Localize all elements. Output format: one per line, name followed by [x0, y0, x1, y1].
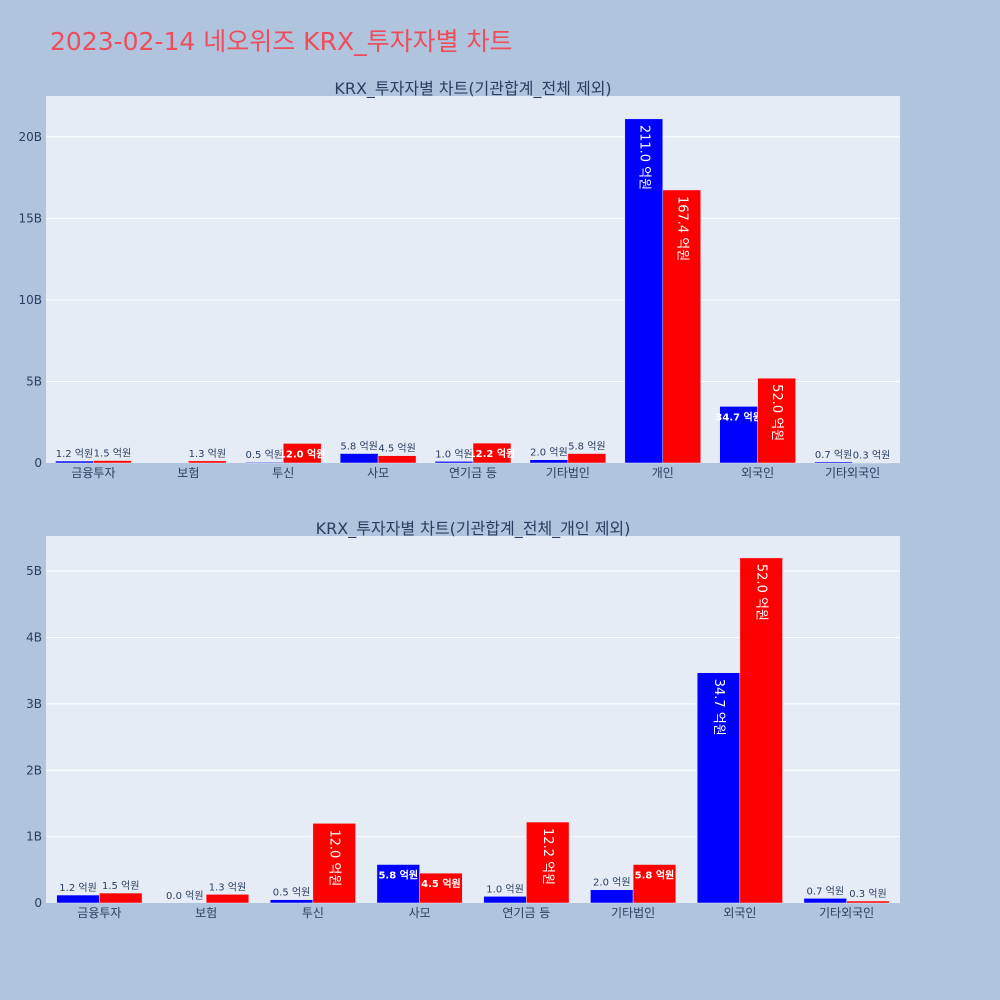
- bar: [339, 453, 379, 464]
- x-tick-label: 연기금 등: [502, 906, 550, 920]
- y-tick-label: 20B: [18, 130, 42, 144]
- x-tick-label: 보험: [195, 906, 217, 920]
- y-tick-label: 1B: [26, 830, 42, 844]
- bar: [376, 864, 420, 904]
- y-tick-label: 0: [34, 896, 42, 910]
- data-label: 0.3 억원: [853, 450, 890, 462]
- y-tick-label: 3B: [26, 697, 42, 711]
- bar: [757, 377, 796, 464]
- data-label: 0.0 억원: [166, 890, 203, 902]
- bar: [632, 864, 677, 904]
- data-label: 1.0 억원: [435, 448, 472, 460]
- x-tick-label: 기타법인: [546, 466, 590, 480]
- data-label: 167.4 억원: [674, 196, 689, 261]
- bar: [55, 460, 94, 464]
- bar: [93, 460, 132, 464]
- data-label: 1.0 억원: [486, 883, 523, 895]
- x-tick-label: 개인: [652, 466, 674, 480]
- x-tick-label: 기타법인: [611, 906, 655, 920]
- bar: [483, 896, 527, 904]
- y-tick-label: 5B: [26, 564, 42, 578]
- data-label: 1.3 억원: [209, 881, 246, 893]
- bar: [662, 189, 701, 464]
- data-label: 34.7 억원: [715, 410, 762, 423]
- bar: [846, 900, 890, 904]
- x-tick-label: 금융투자: [71, 466, 115, 480]
- bar: [188, 460, 227, 464]
- x-tick-label: 금융투자: [77, 906, 121, 920]
- bar: [696, 672, 741, 904]
- x-tick-label: 투신: [302, 906, 324, 920]
- y-tick-label: 2B: [26, 763, 42, 777]
- y-tick-label: 4B: [26, 631, 42, 645]
- bar: [590, 889, 634, 904]
- page-title: 2023-02-14 네오위즈 KRX_투자자별 차트: [50, 27, 513, 56]
- data-label: 0.3 억원: [849, 888, 886, 900]
- data-label: 0.5 억원: [273, 887, 310, 899]
- chart-1: 0 5B 10B 15B 20B KRX_투자자별 차트(기관합계_전체 제외) 금융투자 1…: [18, 79, 900, 480]
- y-tick-label: 15B: [18, 211, 42, 225]
- x-tick-label: 사모: [409, 906, 431, 920]
- x-tick-label: 투신: [272, 466, 294, 480]
- data-label: 0.7 억원: [815, 449, 852, 461]
- bar: [567, 453, 607, 464]
- bar: [99, 892, 143, 904]
- data-label: 12.0 억원: [279, 447, 326, 460]
- x-tick-label: 기타외국인: [819, 906, 874, 920]
- bar: [624, 118, 664, 464]
- bar: [282, 443, 322, 464]
- data-label: 5.8 억원: [340, 441, 377, 453]
- data-label: 5.8 억원: [568, 441, 605, 453]
- data-label: 1.5 억원: [94, 448, 131, 460]
- bar: [814, 461, 853, 464]
- data-label: 5.8 억원: [378, 869, 418, 882]
- data-label: 1.2 억원: [56, 448, 93, 460]
- data-label: 5.8 억원: [635, 869, 675, 882]
- bar: [529, 459, 569, 464]
- data-label: 12.2 억원: [469, 447, 516, 460]
- bar: [56, 894, 100, 904]
- data-label: 4.5 억원: [378, 443, 415, 455]
- x-tick-label: 보험: [177, 466, 199, 480]
- bar: [434, 461, 474, 464]
- x-tick-label: 기타외국인: [825, 466, 880, 480]
- data-label: 2.0 억원: [593, 877, 630, 889]
- bar: [526, 821, 570, 904]
- bar: [245, 461, 284, 464]
- x-tick-label: 외국인: [723, 906, 756, 920]
- x-tick-label: 사모: [367, 466, 389, 480]
- data-label: 52.0 억원: [769, 384, 784, 441]
- bar: [377, 455, 417, 464]
- bar: [419, 872, 463, 904]
- data-label: 211.0 억원: [636, 125, 651, 190]
- chart-2: 0 1B 2B 3B 4B 5B KRX_투자자별 차트(기관합계_전체_개인 제외) 금융투…: [26, 519, 900, 920]
- bar: [739, 557, 783, 904]
- x-tick-label: 연기금 등: [449, 466, 497, 480]
- y-tick-label: 10B: [18, 293, 42, 307]
- bar: [205, 894, 250, 904]
- y-tick-label: 0: [34, 456, 42, 470]
- data-label: 1.3 억원: [189, 448, 226, 460]
- data-label: 34.7 억원: [711, 679, 726, 736]
- data-label: 12.0 억원: [327, 829, 342, 886]
- chart-title: KRX_투자자별 차트(기관합계_전체 제외): [334, 79, 611, 99]
- x-tick-label: 외국인: [741, 466, 774, 480]
- data-label: 12.2 억원: [540, 828, 555, 885]
- data-label: 0.5 억원: [246, 449, 283, 461]
- bar: [803, 898, 847, 904]
- data-label: 2.0 억원: [530, 447, 567, 459]
- data-label: 1.2 억원: [59, 882, 96, 894]
- bar: [472, 442, 512, 464]
- chart-title: KRX_투자자별 차트(기관합계_전체_개인 제외): [316, 519, 631, 539]
- bar: [312, 823, 356, 904]
- bar: [269, 899, 314, 904]
- bar: [719, 406, 758, 464]
- data-label: 4.5 억원: [421, 877, 461, 890]
- data-label: 0.7 억원: [807, 885, 844, 897]
- data-label: 52.0 억원: [754, 564, 769, 621]
- data-label: 1.5 억원: [102, 880, 139, 892]
- y-tick-label: 5B: [26, 374, 42, 388]
